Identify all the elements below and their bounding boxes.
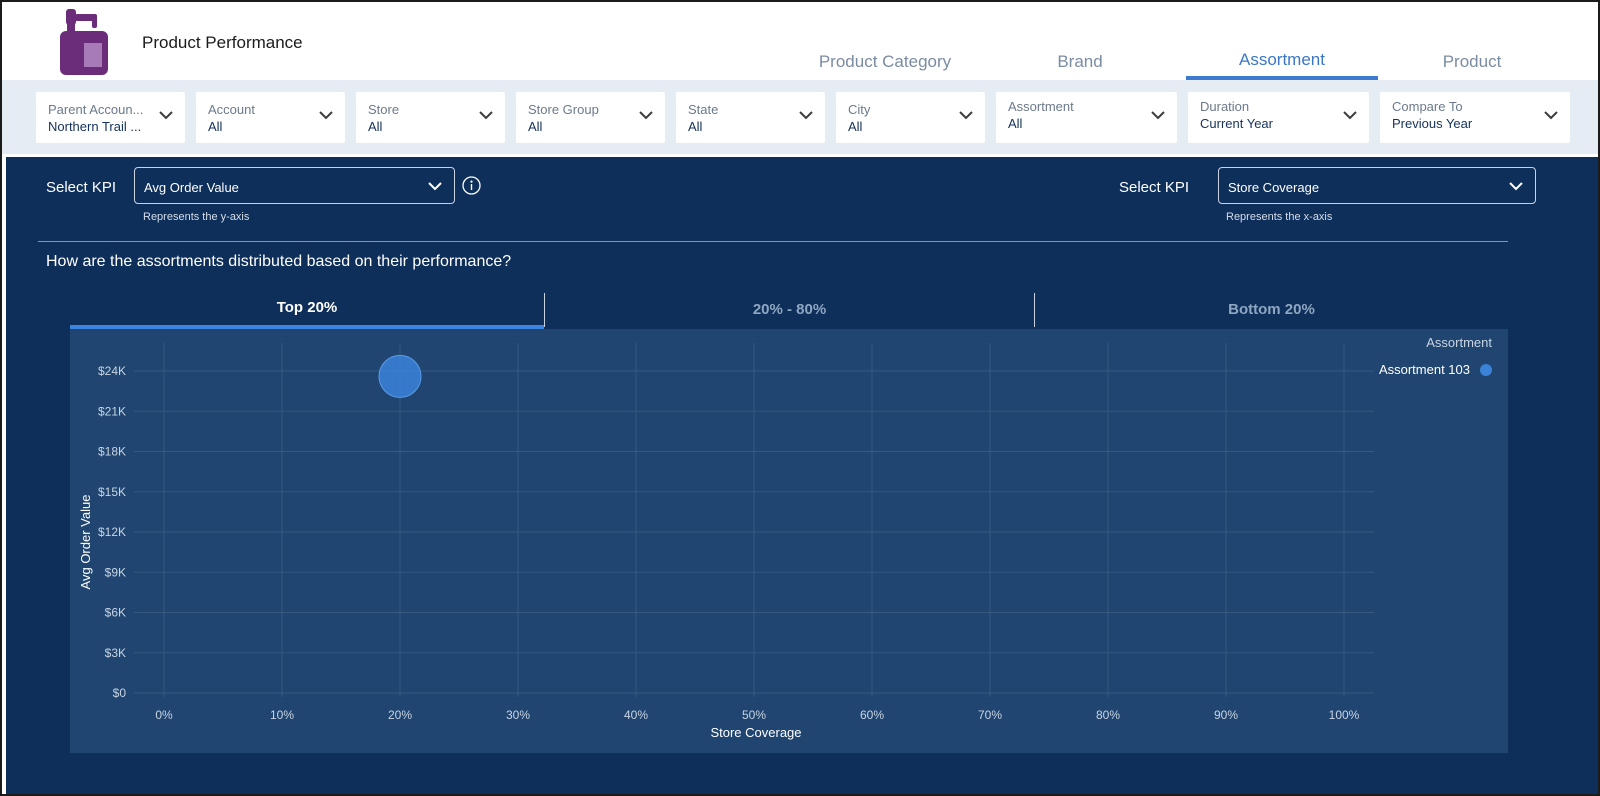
filter-label: Store <box>368 102 400 117</box>
filter-label: Duration <box>1200 99 1250 114</box>
x-kpi-select[interactable]: Store Coverage <box>1218 167 1536 204</box>
filter-city[interactable]: City All <box>836 92 985 143</box>
y-tick-label: $18K <box>98 445 126 459</box>
y-tick-label: $15K <box>98 485 126 499</box>
scatter-chart: 0% 10% 20% 30% 40% 50% 60% 70% 80% 90% 100% $0 $3K $6… <box>70 329 1508 753</box>
x-axis-label: Store Coverage <box>710 725 801 740</box>
filter-compare-to[interactable]: Compare To Previous Year <box>1380 92 1570 143</box>
chevron-down-icon <box>1544 111 1558 120</box>
tab-bottom-20[interactable]: Bottom 20% <box>1228 301 1315 318</box>
tab-assortment[interactable]: Assortment <box>1186 42 1378 80</box>
y-tick-label: $6K <box>105 606 126 620</box>
x-tick-label: 70% <box>978 708 1002 722</box>
x-tick-label: 90% <box>1214 708 1238 722</box>
chevron-down-icon <box>959 111 973 120</box>
y-tick-label: $3K <box>105 646 126 660</box>
filter-label: Assortment <box>1008 99 1074 114</box>
x-tick-label: 50% <box>742 708 766 722</box>
legend-title: Assortment <box>1426 335 1492 350</box>
x-kpi-hint: Represents the x-axis <box>1226 211 1333 223</box>
header: Product Performance Product Category Bra… <box>2 2 1598 80</box>
x-tick-label: 30% <box>506 708 530 722</box>
filter-store-group[interactable]: Store Group All <box>516 92 665 143</box>
x-tick-label: 20% <box>388 708 412 722</box>
y-axis-label: Avg Order Value <box>78 495 93 590</box>
tab-20-80[interactable]: 20% - 80% <box>752 301 827 318</box>
chevron-down-icon <box>1151 111 1165 120</box>
filter-value: All <box>208 119 223 134</box>
filter-value: All <box>848 119 863 134</box>
chevron-down-icon <box>799 111 813 120</box>
y-tick-label: $9K <box>105 565 126 579</box>
tab-separator <box>544 293 545 327</box>
filter-bar: Parent Accoun... Northern Trail ... Acco… <box>2 80 1598 154</box>
range-tabs: Top 20% 20% - 80% Bottom 20% <box>70 293 1508 329</box>
divider <box>38 241 1508 242</box>
filter-label: State <box>688 102 719 117</box>
filter-label: Compare To <box>1392 99 1463 114</box>
filter-account[interactable]: Account All <box>196 92 345 143</box>
spray-bottle-icon <box>60 9 108 75</box>
x-kpi-value: Store Coverage <box>1228 180 1320 195</box>
filter-assortment[interactable]: Assortment All <box>996 92 1177 143</box>
chevron-down-icon <box>1509 182 1523 191</box>
chevron-down-icon <box>428 182 442 191</box>
tab-top-20[interactable]: Top 20% <box>70 293 544 329</box>
y-kpi-select[interactable]: Avg Order Value <box>134 167 455 204</box>
chevron-down-icon <box>159 111 173 120</box>
info-icon[interactable] <box>462 176 481 195</box>
filter-value: Current Year <box>1200 116 1273 131</box>
chevron-down-icon <box>1343 111 1357 120</box>
legend-marker <box>1480 364 1492 376</box>
main-tabs: Product Category Brand Assortment Produc… <box>2 42 1598 80</box>
chevron-down-icon <box>479 111 493 120</box>
filter-parent-account[interactable]: Parent Accoun... Northern Trail ... <box>36 92 185 143</box>
x-tick-label: 100% <box>1329 708 1360 722</box>
tab-brand[interactable]: Brand <box>1057 52 1103 71</box>
x-tick-label: 10% <box>270 708 294 722</box>
y-kpi-hint: Represents the y-axis <box>143 211 250 223</box>
filter-label: Parent Accoun... <box>48 102 144 117</box>
tab-product-category[interactable]: Product Category <box>818 52 952 71</box>
filter-value: Previous Year <box>1392 116 1473 131</box>
chevron-down-icon <box>319 111 333 120</box>
filter-label: Store Group <box>528 102 599 117</box>
y-tick-label: $21K <box>98 404 126 418</box>
x-tick-label: 40% <box>624 708 648 722</box>
filter-store[interactable]: Store All <box>356 92 505 143</box>
scatter-point <box>378 354 422 398</box>
filter-value: All <box>368 119 383 134</box>
page-title: Product Performance <box>142 33 303 52</box>
x-tick-label: 0% <box>155 708 173 722</box>
filter-label: Account <box>208 102 255 117</box>
filter-value: All <box>528 119 543 134</box>
scatter-chart-svg: 0% 10% 20% 30% 40% 50% 60% 70% 80% 90% 100% $0 $3K $6… <box>78 335 1492 740</box>
x-kpi-label: Select KPI <box>1119 179 1190 196</box>
legend-entry: Assortment 103 <box>1379 362 1470 377</box>
chevron-down-icon <box>639 111 653 120</box>
y-tick-label: $0 <box>113 686 127 700</box>
x-tick-label: 80% <box>1096 708 1120 722</box>
filter-value: Northern Trail ... <box>48 119 142 134</box>
filter-value: All <box>688 119 703 134</box>
filter-duration[interactable]: Duration Current Year <box>1188 92 1369 143</box>
x-tick-label: 60% <box>860 708 884 722</box>
y-kpi-value: Avg Order Value <box>144 180 239 195</box>
filter-state[interactable]: State All <box>676 92 825 143</box>
filter-label: City <box>848 102 871 117</box>
tab-separator <box>1034 293 1035 327</box>
main-panel: Select KPI Avg Order Value Represents th… <box>6 157 1598 794</box>
section-question: How are the assortments distributed base… <box>46 253 512 270</box>
filter-value: All <box>1008 116 1023 131</box>
tab-product[interactable]: Product <box>1442 52 1502 71</box>
y-kpi-label: Select KPI <box>46 179 117 196</box>
y-tick-label: $24K <box>98 364 126 378</box>
y-tick-label: $12K <box>98 525 126 539</box>
